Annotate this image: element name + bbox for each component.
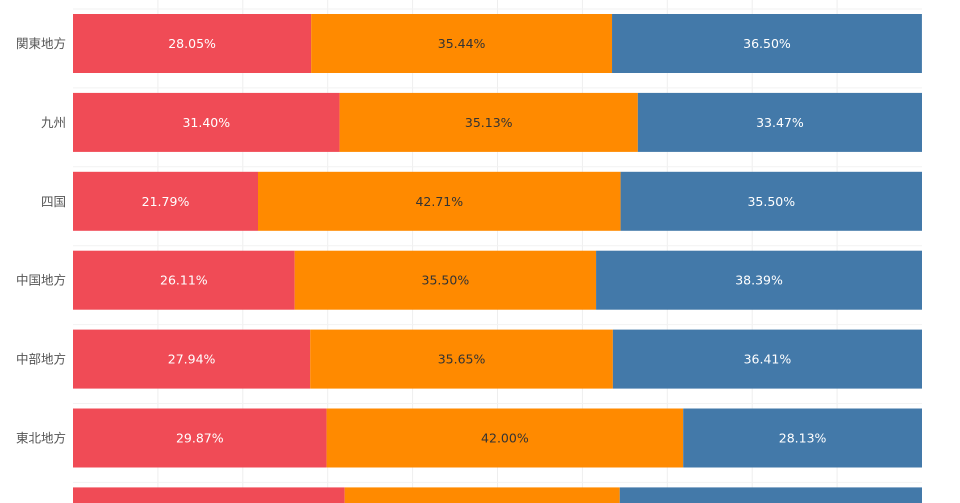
- data-label: 42.71%: [415, 194, 463, 209]
- bar-segment[interactable]: [339, 92, 638, 152]
- data-label: 29.87%: [176, 431, 224, 446]
- bar-segment[interactable]: [620, 171, 922, 231]
- data-label: 36.50%: [743, 36, 791, 51]
- bar-segment[interactable]: [73, 14, 312, 73]
- category-label: 九州: [41, 115, 66, 130]
- bar-segment[interactable]: [73, 329, 311, 389]
- data-label: 36.41%: [744, 352, 792, 367]
- bar-segment[interactable]: [73, 487, 345, 503]
- category-label: 四国: [41, 194, 66, 209]
- bar-segment[interactable]: [311, 14, 613, 73]
- data-label: 27.94%: [168, 352, 216, 367]
- bar-segment[interactable]: [637, 92, 922, 152]
- data-label: 26.11%: [160, 273, 208, 288]
- data-label: 35.44%: [438, 36, 486, 51]
- data-label: 35.50%: [422, 273, 470, 288]
- data-label: 38.39%: [735, 273, 783, 288]
- bar-segment[interactable]: [73, 408, 327, 468]
- bar-segment[interactable]: [73, 250, 295, 310]
- bar-segment[interactable]: [294, 250, 597, 310]
- category-label: 中国地方: [16, 273, 66, 288]
- data-label: 28.05%: [168, 36, 216, 51]
- category-label: 中部地方: [16, 352, 66, 367]
- data-label: 35.65%: [438, 352, 486, 367]
- bar-segment[interactable]: [326, 408, 684, 468]
- data-label: 21.79%: [142, 194, 190, 209]
- data-label: 31.40%: [182, 115, 230, 130]
- bar-segment[interactable]: [73, 92, 340, 152]
- bar-segment[interactable]: [344, 487, 620, 503]
- category-label: 関東地方: [16, 36, 66, 51]
- bar-segment[interactable]: [257, 171, 621, 231]
- bars: 28.05% 35.44% 36.50% 31.40% 35.13% 33.47% 21.7…: [73, 14, 922, 503]
- data-label: 33.47%: [756, 115, 804, 130]
- data-label: 35.50%: [747, 194, 795, 209]
- data-label: 35.13%: [465, 115, 513, 130]
- bar-segment[interactable]: [683, 408, 922, 468]
- bar-segment[interactable]: [596, 250, 922, 310]
- category-label: 東北地方: [16, 431, 66, 446]
- bar-segment[interactable]: [310, 329, 613, 389]
- data-label: 42.00%: [481, 431, 529, 446]
- bar-segment[interactable]: [612, 329, 922, 389]
- bar-segment[interactable]: [612, 14, 922, 73]
- data-label: 28.13%: [779, 431, 827, 446]
- bar-segment[interactable]: [73, 171, 258, 231]
- bar-segment[interactable]: [619, 487, 922, 503]
